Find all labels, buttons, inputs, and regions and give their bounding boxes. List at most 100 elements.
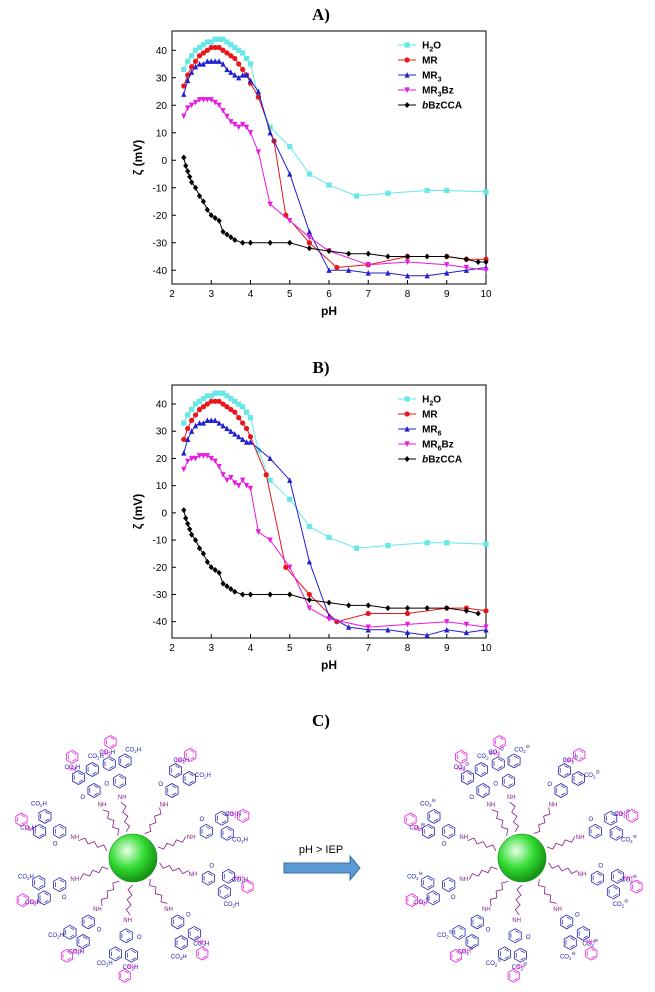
double-bond [591, 948, 596, 952]
double-bond [481, 764, 486, 768]
plot-frame [171, 30, 487, 285]
data-point [185, 168, 191, 175]
legend-label: MR3 [422, 71, 442, 84]
double-bond [126, 937, 131, 941]
data-point [192, 455, 199, 462]
double-bond [228, 878, 233, 882]
double-bond [566, 924, 572, 928]
spacer-chain [79, 866, 109, 880]
series-1 [181, 398, 489, 625]
data-point [192, 537, 199, 544]
double-bond [428, 833, 433, 837]
legend-entry: MR3 [398, 71, 442, 84]
benzene-ring [571, 771, 585, 786]
double-bond [88, 916, 93, 920]
data-point [200, 97, 206, 103]
x-axis-title: pH [321, 658, 337, 672]
double-bond [208, 872, 213, 877]
double-bond [461, 751, 466, 755]
benzene-ring [118, 968, 131, 983]
double-bond [202, 948, 207, 952]
benzene-ring [476, 783, 490, 798]
double-bond [448, 826, 454, 830]
benzene-ring [33, 823, 46, 839]
data-point [404, 272, 411, 279]
data-point [326, 182, 332, 188]
double-bond [617, 871, 622, 875]
amide-label: NH [459, 877, 468, 883]
carboxylic-acid-label: CO2H [174, 758, 190, 765]
data-point [212, 566, 218, 573]
data-point [204, 401, 210, 407]
data-point [243, 409, 250, 415]
data-point [212, 417, 218, 423]
legend-label: bBzCCA [422, 101, 462, 112]
series-line [183, 99, 487, 271]
carboxylic-acid-label: CO2H [225, 812, 241, 819]
double-bond [566, 916, 572, 920]
data-point [444, 540, 450, 546]
double-bond [610, 813, 616, 817]
legend-label: MR6 [422, 425, 442, 438]
carboxylic-acid-label: CO2H [195, 773, 211, 780]
double-bond [189, 773, 194, 777]
benzene-ring [165, 783, 179, 798]
data-point [346, 267, 352, 273]
double-bond [471, 936, 477, 940]
series-0 [181, 36, 489, 199]
double-bond [93, 792, 99, 796]
spacer-chain [533, 807, 551, 834]
benzene-ring [455, 749, 468, 764]
data-point [220, 36, 226, 42]
double-bond [458, 927, 464, 931]
double-bond [227, 828, 232, 832]
data-point [192, 412, 199, 418]
double-bond [221, 813, 227, 817]
double-bond [455, 957, 461, 961]
benzyl-nh-label: NH [565, 758, 574, 764]
double-bond [428, 826, 433, 830]
data-point [232, 409, 238, 415]
data-point [287, 239, 293, 246]
data-point [424, 272, 430, 279]
double-bond [477, 916, 482, 920]
benzene-ring [426, 890, 440, 906]
data-point [220, 61, 226, 67]
legend-subscript: 2 [429, 401, 433, 408]
benzyl-nh-label: NH [516, 964, 525, 970]
double-bond [513, 755, 519, 759]
benzene-ring [38, 808, 52, 824]
y-tick-label: 20 [156, 101, 168, 112]
benzene-ring [53, 877, 67, 893]
benzyl-nh-label: NH [227, 812, 236, 818]
data-point [463, 256, 469, 263]
double-bond [194, 928, 199, 932]
benzene-ring [576, 925, 590, 941]
legend-entry: MR [398, 56, 438, 67]
silica-particle [108, 833, 158, 883]
double-bond [82, 936, 88, 940]
data-point [483, 608, 489, 614]
data-point [236, 433, 242, 440]
data-point [220, 401, 226, 407]
benzene-ring [442, 823, 456, 839]
double-bond [583, 928, 588, 932]
benzene-ring [609, 825, 623, 841]
double-bond [115, 955, 120, 960]
double-bond [78, 772, 83, 776]
benzyl-nh-label: NH [30, 900, 39, 906]
benzyl-nh-label: NH [419, 900, 428, 906]
data-point [189, 179, 195, 186]
data-point [240, 436, 246, 443]
x-tick-label: 2 [169, 643, 175, 654]
y-tick-label: -10 [153, 183, 168, 194]
carboxylic-acid-label: CO2H [68, 949, 84, 956]
data-point [267, 129, 273, 136]
data-point [287, 218, 293, 224]
benzene-ring [491, 756, 505, 772]
benzene-ring [563, 935, 577, 951]
data-point [200, 50, 206, 56]
